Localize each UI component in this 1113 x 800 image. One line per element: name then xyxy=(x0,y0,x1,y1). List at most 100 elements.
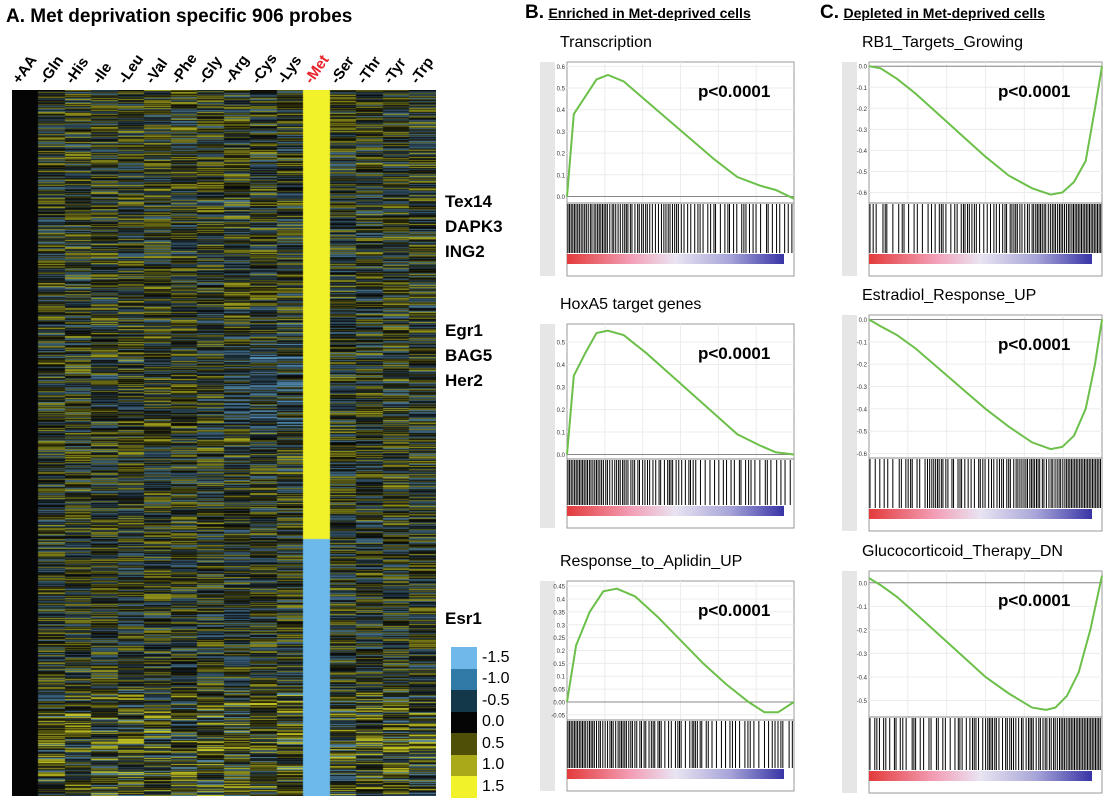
legend-label: 1.0 xyxy=(482,756,505,774)
legend-label: 0.0 xyxy=(482,713,505,731)
heatmap xyxy=(12,90,436,796)
heatmap-column-label: -Gln xyxy=(35,52,67,87)
y-tick-label: 0.15 xyxy=(553,662,565,668)
heatmap-column-label: -Leu xyxy=(115,51,148,87)
y-tick-label: 0.45 xyxy=(553,585,565,591)
heatmap-column-label: -Lys xyxy=(274,52,306,87)
gsea-plot-title: Glucocorticoid_Therapy_DN xyxy=(862,543,1063,560)
gene-group-1: Tex14 DAPK3 ING2 xyxy=(445,189,503,264)
panel-a-title: A. Met deprivation specific 906 probes xyxy=(6,6,353,27)
p-value-label: p<0.0001 xyxy=(998,82,1071,101)
legend-item: -1.5 xyxy=(451,647,510,669)
y-tick-label: 0.5 xyxy=(557,87,566,93)
p-value-label: p<0.0001 xyxy=(698,82,771,101)
gene-label: BAG5 xyxy=(445,346,493,365)
p-value-label: p<0.0001 xyxy=(998,335,1071,354)
y-tick-label: -0.1 xyxy=(857,86,868,92)
legend-swatch xyxy=(451,668,477,690)
y-tick-label: 0.0 xyxy=(557,195,566,201)
panel-c-letter: C. xyxy=(820,2,839,23)
enrichment-curve xyxy=(868,318,1103,451)
y-tick-label: -0.2 xyxy=(857,107,868,113)
gsea-plot: Response_to_Aplidin_UP 0.45 0.4 0.35 0.3 0.25… xyxy=(540,553,798,793)
y-tick-label: -0.6 xyxy=(857,191,868,197)
heatmap-column-label: -Arg xyxy=(221,51,253,87)
heatmap-column-label: -Thr xyxy=(353,53,385,87)
legend-label: -1.0 xyxy=(482,670,510,688)
enrichment-curve xyxy=(566,329,795,456)
y-tick-label: 0.3 xyxy=(557,623,566,629)
heatmap-column-label: -His xyxy=(62,54,93,87)
y-tick-label: 0.4 xyxy=(557,363,566,369)
y-tick-label: 0.1 xyxy=(557,431,566,437)
heatmap-column-label: -Tyr xyxy=(380,54,410,87)
enrichment-curve xyxy=(566,587,795,714)
y-tick-label: 0.5 xyxy=(557,341,566,347)
y-tick-label: -0.1 xyxy=(857,340,868,346)
gsea-plot: Glucocorticoid_Therapy_DN 0.0 -0.1 -0.2 -0.3… xyxy=(842,543,1106,795)
gene-group-3: Esr1 xyxy=(445,606,482,631)
gsea-plot-svg: 0.0 -0.1 -0.2 -0.3 -0.4 -0.5 xyxy=(842,570,1103,794)
y-tick-label: 0.0 xyxy=(557,453,566,459)
y-tick-label: 0.1 xyxy=(557,675,566,681)
side-strip xyxy=(842,62,857,276)
legend-item: 0.0 xyxy=(451,711,510,733)
gene-label: DAPK3 xyxy=(445,217,503,236)
heatmap-column-label: -Ser xyxy=(327,53,358,87)
y-tick-label: 0.1 xyxy=(557,173,566,179)
gene-label: Esr1 xyxy=(445,609,482,628)
gene-label: ING2 xyxy=(445,242,485,261)
y-tick-label: 0.00 xyxy=(553,700,565,706)
gsea-plot-title: RB1_Targets_Growing xyxy=(862,34,1023,51)
ranked-list-strip xyxy=(869,771,1092,781)
legend-swatch xyxy=(451,711,477,733)
gsea-plot-svg: 0.45 0.4 0.35 0.3 0.25 0.2 0.15 0.1 0.05 0.00 -0.0… xyxy=(540,580,795,792)
gsea-plot-svg: 0.5 0.4 0.3 0.2 0.1 0.0 xyxy=(540,323,795,529)
ranked-list-strip xyxy=(869,509,1092,519)
enrichment-curve xyxy=(868,575,1103,711)
side-strip xyxy=(540,62,555,276)
legend-label: 1.5 xyxy=(482,777,505,795)
legend-swatch xyxy=(451,754,477,776)
gsea-plot-svg: 0.0 -0.1 -0.2 -0.3 -0.4 -0.5 -0.6 xyxy=(842,314,1103,532)
legend-item: -1.0 xyxy=(451,668,510,690)
y-tick-label: -0.4 xyxy=(857,149,868,155)
legend-item: 1.0 xyxy=(451,754,510,776)
y-tick-label: -0.5 xyxy=(857,699,868,705)
gene-group-2: Egr1 BAG5 Her2 xyxy=(445,318,492,393)
legend-item: 1.5 xyxy=(451,776,510,798)
panel-b-subtitle: Enriched in Met-deprived cells xyxy=(548,5,751,21)
heatmap-column-label: -Trp xyxy=(406,54,438,87)
gsea-plot-svg: 0.0 -0.1 -0.2 -0.3 -0.4 -0.5 -0.6 xyxy=(842,61,1103,277)
p-value-label: p<0.0001 xyxy=(998,591,1071,610)
y-tick-label: -0.3 xyxy=(857,385,868,391)
gsea-plot-title: Transcription xyxy=(560,34,652,51)
ranked-list-strip xyxy=(567,769,784,779)
p-value-label: p<0.0001 xyxy=(698,344,771,363)
ranked-list-strip xyxy=(869,254,1092,264)
y-tick-label: 0.3 xyxy=(557,386,566,392)
side-strip xyxy=(842,571,857,793)
heatmap-column-label: -Cys xyxy=(247,50,281,87)
y-tick-label: 0.2 xyxy=(557,408,566,414)
gsea-plot-title: Response_to_Aplidin_UP xyxy=(560,553,743,570)
y-tick-label: -0.1 xyxy=(857,605,868,611)
panel-c-header: C. Depleted in Met-deprived cells xyxy=(820,2,1045,24)
y-tick-label: -0.05 xyxy=(551,713,565,719)
gsea-plot-title: Estradiol_Response_UP xyxy=(862,287,1037,304)
legend-item: -0.5 xyxy=(451,690,510,712)
side-strip xyxy=(842,315,857,531)
legend-label: 0.5 xyxy=(482,734,505,752)
gene-label: Egr1 xyxy=(445,321,483,340)
y-tick-label: -0.6 xyxy=(857,452,868,458)
legend-swatch xyxy=(451,733,477,755)
gene-label: Her2 xyxy=(445,371,483,390)
heatmap-column-label: +AA xyxy=(9,52,41,87)
y-tick-label: 0.05 xyxy=(553,688,565,694)
y-tick-label: 0.2 xyxy=(557,152,566,158)
y-tick-label: 0.25 xyxy=(553,636,565,642)
side-strip xyxy=(540,324,555,528)
heatmap-column-label: -Met xyxy=(300,51,333,87)
y-tick-label: -0.4 xyxy=(857,675,868,681)
y-tick-label: 0.0 xyxy=(859,318,868,324)
